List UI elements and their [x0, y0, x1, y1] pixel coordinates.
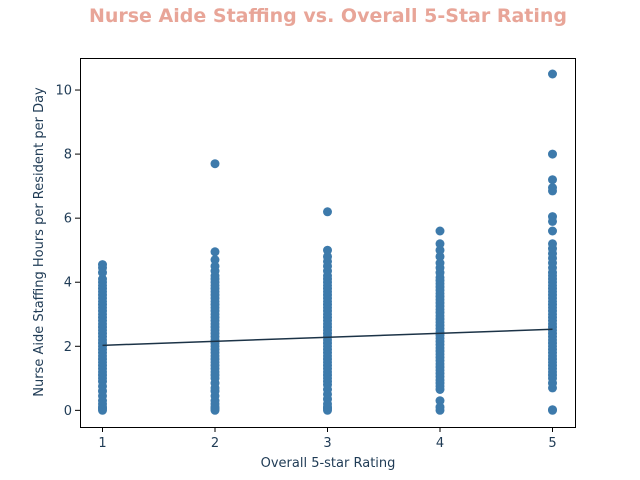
data-point-rating-5: [548, 149, 557, 159]
data-point-rating-1: [98, 274, 107, 284]
data-point-rating-5: [548, 226, 557, 236]
y-tick-label: 4: [64, 276, 72, 291]
y-tick-label: 10: [55, 84, 72, 99]
axis-ticks: 1 2 3 4 5 0 2 4 6 8 10: [55, 84, 556, 451]
y-tick-label: 6: [64, 212, 72, 227]
data-point-rating-5: [548, 175, 557, 185]
trend-line: [102, 328, 553, 347]
data-point-rating-5: [548, 69, 557, 79]
data-point-rating-2: [210, 255, 220, 265]
data-point-rating-5: [548, 212, 557, 222]
data-point-rating-5: [548, 405, 557, 415]
data-point-rating-3: [323, 252, 332, 262]
data-point-rating-4: [435, 258, 445, 268]
data-point-rating-4: [435, 245, 445, 255]
x-tick-label: 4: [436, 436, 444, 451]
x-tick-label: 2: [211, 436, 219, 451]
data-point-rating-4: [435, 396, 445, 406]
x-tick-label: 1: [98, 436, 106, 451]
y-axis-label: Nurse Aide Staffing Hours per Resident p…: [32, 87, 47, 397]
x-tick-label: 3: [323, 436, 331, 451]
data-point-rating-2: [210, 247, 220, 257]
data-point-rating-4: [435, 226, 445, 236]
data-point-rating-1: [98, 260, 107, 270]
data-point-rating-5: [548, 183, 557, 193]
trend-line-group: [102, 328, 553, 347]
plot-area-frame: [80, 58, 576, 428]
data-point-rating-5: [548, 239, 557, 249]
data-point-rating-4: [435, 402, 445, 412]
data-point-rating-2: [210, 261, 220, 271]
x-tick-label: 5: [548, 436, 556, 451]
data-point-rating-2: [210, 159, 220, 169]
data-point-rating-3: [323, 207, 332, 217]
data-point-rating-4: [435, 252, 445, 262]
chart-title: Nurse Aide Staffing vs. Overall 5-Star R…: [89, 5, 567, 27]
data-points: [98, 69, 557, 415]
y-tick-label: 2: [64, 340, 72, 355]
y-tick-label: 0: [64, 404, 72, 419]
data-point-rating-4: [435, 239, 445, 249]
data-point-rating-3: [323, 245, 332, 255]
y-tick-label: 8: [64, 148, 72, 163]
x-axis-label: Overall 5-star Rating: [261, 456, 396, 471]
